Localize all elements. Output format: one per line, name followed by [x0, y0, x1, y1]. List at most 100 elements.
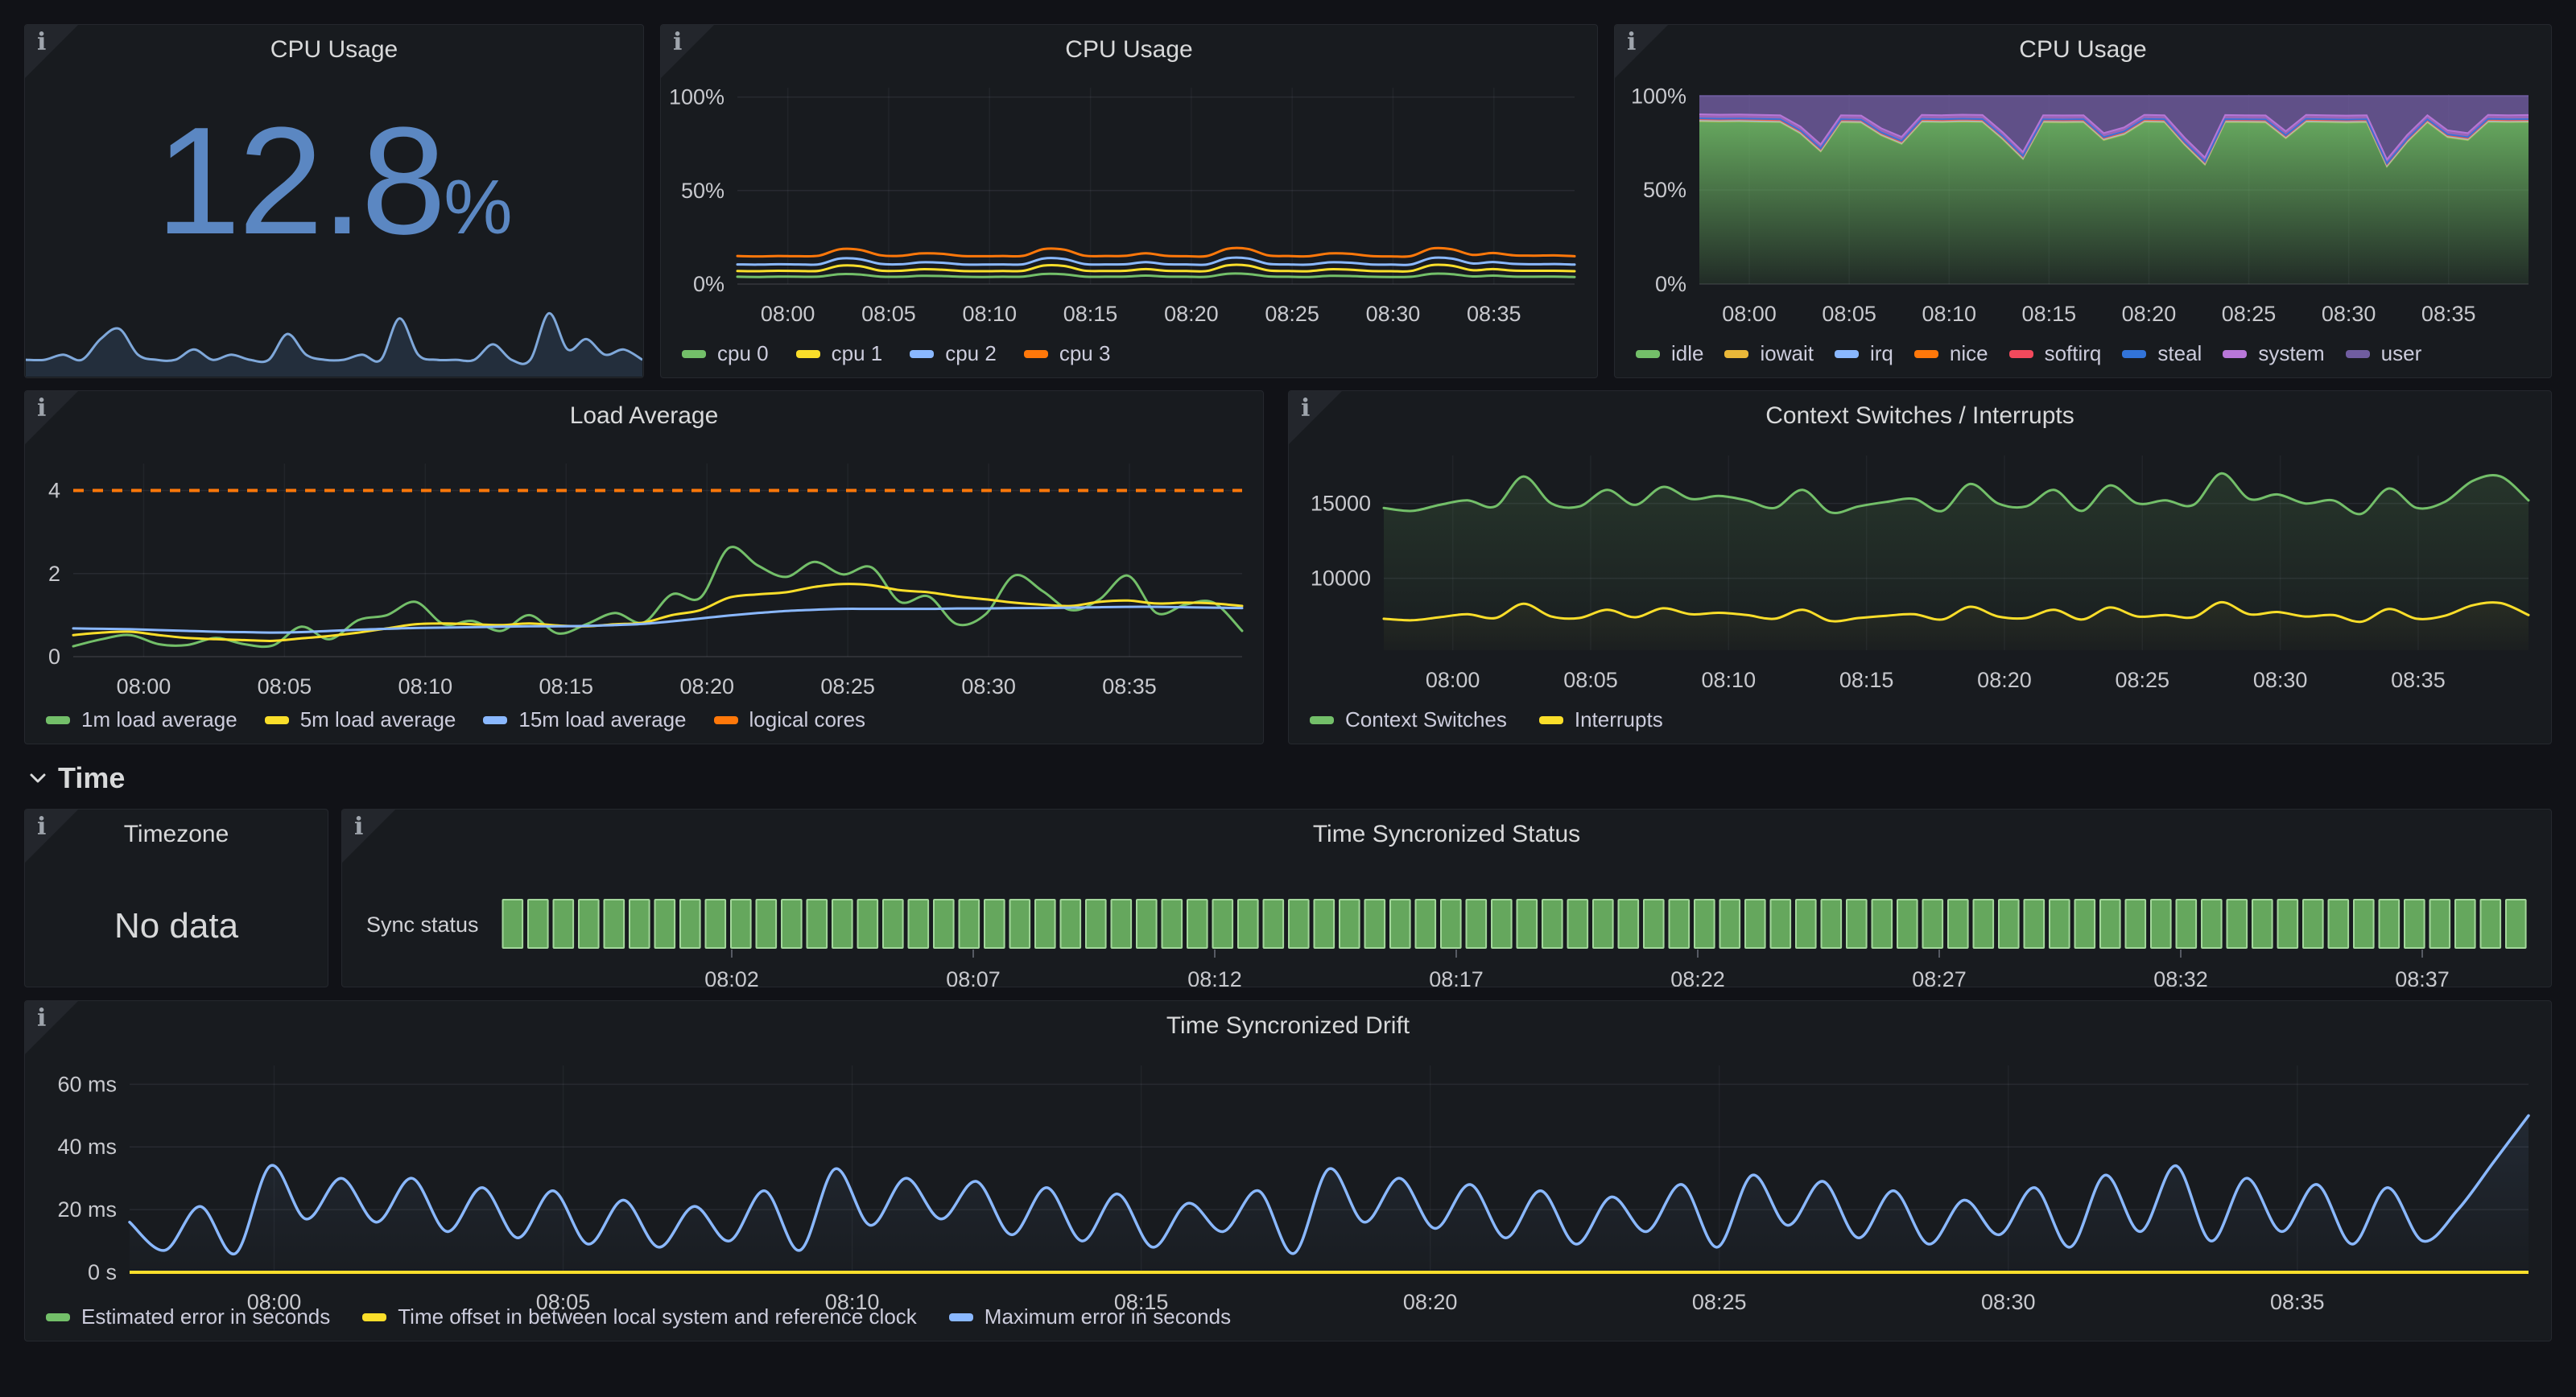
svg-text:0 s: 0 s [88, 1260, 117, 1284]
svg-text:08:05: 08:05 [536, 1290, 591, 1314]
svg-text:08:15: 08:15 [2022, 302, 2077, 326]
svg-text:08:30: 08:30 [2322, 302, 2376, 326]
legend-label: nice [1949, 341, 1988, 365]
svg-text:08:25: 08:25 [820, 674, 875, 698]
chart-svg: 0% 50% 100% 08:00 08:05 08:10 08:15 08:20 08:25 0… [669, 85, 1576, 326]
panel-title[interactable]: Timezone [123, 821, 229, 847]
svg-text:08:15: 08:15 [1063, 302, 1118, 326]
panel-sync-drift: i Time Syncronized Drift 0 s 20 ms 40 ms 60… [24, 1000, 2552, 1341]
cpu-stacked-chart[interactable]: 0% 50% 100% 08:00 08:05 08:10 08:15 08:20 08:25 0… [1615, 25, 2551, 377]
sync-status-row-label: Sync status [366, 913, 479, 937]
svg-text:08:00: 08:00 [247, 1290, 302, 1314]
legend-item-softirq[interactable]: softirq [2008, 341, 2101, 366]
svg-text:08:30: 08:30 [961, 674, 1016, 698]
legend-item-maximum-error-in-seconds[interactable]: Maximum error in seconds [948, 1304, 1232, 1329]
legend-item-system[interactable]: system [2223, 341, 2325, 366]
legend-item-cpu-0[interactable]: cpu 0 [682, 341, 769, 366]
panel-sync-status: i Time Syncronized Status Sync status 08… [341, 809, 2552, 987]
sync-status-chart[interactable]: 08:02 08:07 08:12 08:17 08:22 08:27 08:32 08:37 [342, 810, 2551, 987]
info-icon: i [37, 394, 47, 422]
legend-item-user[interactable]: user [2345, 341, 2422, 366]
panel-info-icon[interactable]: i [25, 810, 78, 863]
svg-text:08:27: 08:27 [1912, 967, 1967, 987]
svg-text:08:25: 08:25 [2116, 668, 2170, 692]
panel-title[interactable]: CPU Usage [2019, 36, 2147, 63]
legend-item-1m-load-average[interactable]: 1m load average [46, 707, 237, 732]
panel-title[interactable]: CPU Usage [270, 36, 398, 63]
legend-label: logical cores [749, 707, 866, 731]
sync-drift-chart[interactable]: 0 s 20 ms 40 ms 60 ms 08:00 08:05 08:10 08:15 08… [25, 1001, 2551, 1341]
legend-label: user [2380, 341, 2422, 365]
legend-swatch [1724, 349, 1749, 358]
panel-title[interactable]: CPU Usage [1065, 36, 1193, 63]
svg-text:08:02: 08:02 [704, 967, 759, 987]
legend-item-logical-cores[interactable]: logical cores [713, 707, 866, 732]
svg-text:08:00: 08:00 [117, 674, 171, 698]
legend-item-cpu-1[interactable]: cpu 1 [795, 341, 883, 366]
svg-text:08:10: 08:10 [1922, 302, 1976, 326]
legend-item-interrupts[interactable]: Interrupts [1538, 707, 1663, 732]
legend-item-nice[interactable]: nice [1913, 341, 1988, 366]
legend: idle iowait irq nice softirq steal system user [1636, 341, 2421, 366]
chevron-down-icon [30, 773, 46, 783]
legend-item-15m-load-average[interactable]: 15m load average [483, 707, 687, 732]
panel-cpu-usage-stacked: i CPU Usage 0% 50% 100% 08:00 08:05 08:10 08:1… [1614, 24, 2552, 378]
legend-label: cpu 0 [717, 341, 769, 365]
svg-text:40 ms: 40 ms [57, 1135, 117, 1159]
legend-label: cpu 2 [945, 341, 997, 365]
svg-text:08:20: 08:20 [2122, 302, 2177, 326]
stat-value: 12.8 [155, 96, 446, 266]
legend-item-iowait[interactable]: iowait [1724, 341, 1814, 366]
legend-swatch [483, 715, 508, 724]
svg-text:08:35: 08:35 [2391, 668, 2446, 692]
info-icon: i [354, 813, 364, 841]
svg-text:100%: 100% [669, 85, 724, 109]
legend-item-steal[interactable]: steal [2122, 341, 2202, 366]
svg-text:08:10: 08:10 [962, 302, 1017, 326]
legend-item-context-switches[interactable]: Context Switches [1310, 707, 1507, 732]
panel-load-average: i Load Average 0 2 4 08:00 08:05 08:10 08:15 08… [24, 390, 1264, 744]
legend-swatch [713, 715, 738, 724]
legend-item-5m-load-average[interactable]: 5m load average [264, 707, 456, 732]
legend-swatch [910, 349, 935, 358]
legend-item-cpu-3[interactable]: cpu 3 [1023, 341, 1110, 366]
cpu-per-core-chart[interactable]: 0% 50% 100% 08:00 08:05 08:10 08:15 08:20 08:25 0… [661, 25, 1597, 377]
panel-title[interactable]: Context Switches / Interrupts [1765, 402, 2074, 429]
svg-text:08:07: 08:07 [946, 967, 1001, 987]
legend-label: idle [1671, 341, 1704, 365]
legend-swatch [46, 715, 70, 724]
legend-item-idle[interactable]: idle [1636, 341, 1703, 366]
svg-text:08:35: 08:35 [2421, 302, 2476, 326]
legend: 1m load average 5m load average 15m load a… [46, 707, 865, 732]
svg-text:08:05: 08:05 [258, 674, 312, 698]
chart-svg: 0% 50% 100% 08:00 08:05 08:10 08:15 08:20 08:25 0… [1631, 84, 2529, 326]
panel-title[interactable]: Load Average [569, 402, 719, 429]
legend-swatch [362, 1313, 387, 1321]
load-average-chart[interactable]: 0 2 4 08:00 08:05 08:10 08:15 08:20 08:25 08:30 08… [25, 391, 1263, 744]
svg-text:08:00: 08:00 [1426, 668, 1480, 692]
panel-info-icon[interactable]: i [25, 25, 78, 78]
legend-item-time-offset-in-between-local-system-and-reference-clock[interactable]: Time offset in between local system and … [362, 1304, 917, 1329]
legend-swatch [1023, 349, 1048, 358]
svg-text:08:05: 08:05 [861, 302, 916, 326]
legend-item-cpu-2[interactable]: cpu 2 [910, 341, 997, 366]
svg-text:08:10: 08:10 [825, 1290, 880, 1314]
legend-swatch [948, 1313, 973, 1321]
panel-title[interactable]: Time Syncronized Status [1312, 821, 1581, 847]
panel-title[interactable]: Time Syncronized Drift [1166, 1012, 1410, 1039]
svg-text:2: 2 [48, 562, 60, 586]
section-time[interactable]: Time [27, 761, 125, 795]
legend-label: steal [2157, 341, 2202, 365]
legend-label: 5m load average [299, 707, 456, 731]
context-switches-chart[interactable]: 10000 15000 08:00 08:05 08:10 08:15 08:20 08:25… [1289, 391, 2551, 744]
legend-label: cpu 1 [831, 341, 883, 365]
legend-item-estimated-error-in-seconds[interactable]: Estimated error in seconds [46, 1304, 330, 1329]
legend-item-irq[interactable]: irq [1834, 341, 1893, 366]
chart-svg: 10000 15000 08:00 08:05 08:10 08:15 08:20 08:25… [1311, 455, 2530, 692]
legend-swatch [1310, 715, 1334, 724]
legend-label: Maximum error in seconds [984, 1304, 1232, 1329]
info-icon: i [37, 28, 47, 56]
svg-text:08:05: 08:05 [1563, 668, 1618, 692]
svg-text:08:00: 08:00 [761, 302, 815, 326]
cpu-usage-sparkline[interactable] [26, 291, 642, 377]
